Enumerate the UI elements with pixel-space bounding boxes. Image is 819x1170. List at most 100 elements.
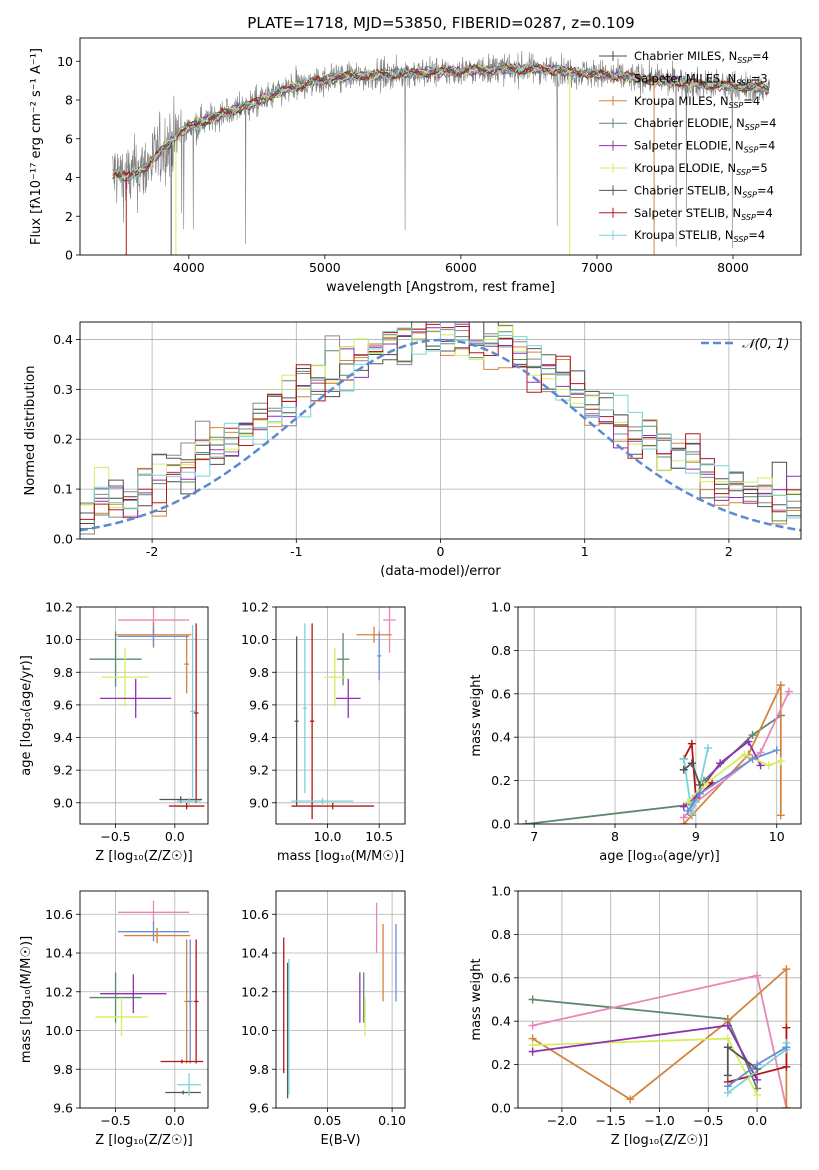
errorbar-point	[101, 647, 149, 707]
x-tick-label: 0.0	[165, 829, 185, 844]
y-tick-label: 0.3	[53, 382, 73, 397]
residuals-legend: 𝒩(0, 1)	[701, 337, 789, 352]
y-tick-label: 9.0	[53, 795, 73, 810]
y-tick-label: 1.0	[491, 884, 511, 899]
weight-marker	[528, 1047, 537, 1056]
x-tick-label: 8000	[717, 260, 749, 275]
axes-frame	[79, 606, 209, 825]
legend-entry: Kroupa STELIB, NSSP=4	[634, 228, 765, 244]
y-tick-label: 0.4	[53, 332, 73, 347]
y-tick-label: 1.0	[491, 600, 511, 615]
x-tick-label: 5000	[309, 260, 341, 275]
axes-frame	[275, 606, 406, 825]
weight-marker	[679, 813, 688, 822]
legend-entry: Chabrier ELODIE, NSSP=4	[634, 116, 776, 132]
weight-marker	[626, 1095, 635, 1104]
y-tick-label: 9.6	[53, 1101, 73, 1116]
weight-series-line	[683, 691, 790, 819]
model-series-line	[112, 63, 770, 177]
age_vs_Z-plot-area	[89, 607, 205, 810]
y-tick-label: 0.4	[491, 1014, 511, 1029]
errorbar-point	[100, 974, 167, 1014]
y-tick-label: 10.0	[45, 632, 73, 647]
y-tick-label: 0.6	[491, 970, 511, 985]
weight-marker	[776, 681, 785, 690]
legend-entry: Chabrier MILES, NSSP=4	[634, 49, 769, 65]
x-axis-label: (data-model)/error	[380, 564, 501, 579]
x-tick-label: 2	[725, 544, 733, 559]
y-tick-label: 0.1	[53, 482, 73, 497]
legend-entry: Kroupa ELODIE, NSSP=5	[634, 161, 768, 177]
errorbar-point	[377, 631, 382, 681]
y-tick-label: 8	[65, 93, 73, 108]
weight-marker	[776, 757, 785, 766]
y-tick-label: 10.2	[241, 984, 269, 999]
errorbar-point	[291, 797, 354, 805]
y-axis-label: age [log₁₀(age/yr)]	[19, 655, 34, 776]
weight-marker	[683, 806, 692, 815]
axes-frame	[79, 37, 802, 256]
y-tick-label: 10.2	[45, 984, 73, 999]
axes-frame	[79, 890, 209, 1109]
x-tick-label: -2	[146, 544, 158, 559]
errorbar-point	[160, 1059, 204, 1064]
axes-frame	[275, 890, 406, 1109]
errorbar-point	[294, 636, 299, 807]
weight-series-line	[532, 1024, 758, 1081]
weight-marker	[782, 1043, 791, 1052]
weight-marker	[776, 811, 785, 820]
errorbar-point	[193, 623, 199, 803]
y-tick-label: 9.6	[249, 1101, 269, 1116]
errorbar-point	[177, 1073, 201, 1097]
weight-marker	[740, 750, 749, 759]
y-tick-label: 10.0	[241, 1023, 269, 1038]
weight-marker	[748, 731, 757, 740]
x-tick-label: 0	[437, 544, 445, 559]
x-tick-label: 7	[530, 829, 538, 844]
weight-marker	[723, 1021, 732, 1030]
weight-marker	[764, 761, 773, 770]
weight-marker	[679, 802, 688, 811]
x-tick-label: −0.5	[693, 1113, 723, 1128]
weight_vs_Z-axes: −2.0 −1.5 −1.0 −0.5 0.0 0.0 0.2 0.4 0.6 0.8 1.0 Z […	[469, 884, 802, 1148]
weight-series-line	[687, 749, 778, 812]
weight-series-line	[525, 714, 782, 824]
residuals-axes: -2 -1 0 1 2 0.0 0.1 0.2 0.3 0.4 (data-model)/error…	[23, 321, 802, 579]
weight-marker	[716, 759, 725, 768]
errorbar-point	[184, 634, 190, 694]
weight-marker	[528, 995, 537, 1004]
y-tick-label: 9.4	[249, 730, 269, 745]
y-tick-label: 10	[57, 54, 73, 69]
x-tick-label: 0.0	[165, 1113, 185, 1128]
y-axis-label: Normed distribution	[23, 366, 38, 496]
residuals-plot-area	[80, 322, 801, 535]
x-tick-label: 0.05	[314, 1113, 342, 1128]
errorbar-point	[117, 900, 190, 924]
y-tick-label: 6	[65, 131, 73, 146]
x-tick-label: 6000	[445, 260, 477, 275]
weight-marker	[753, 971, 762, 980]
y-tick-label: 0.4	[491, 730, 511, 745]
errorbar-point	[123, 927, 191, 944]
weight-marker	[784, 687, 793, 696]
y-tick-label: 0.2	[53, 432, 73, 447]
y-tick-label: 9.2	[53, 763, 73, 778]
x-tick-label: −1.0	[644, 1113, 674, 1128]
errorbar-point	[291, 802, 375, 810]
histogram-series	[80, 322, 801, 519]
model-series-line	[112, 61, 769, 181]
y-axis-label: mass weight	[469, 958, 484, 1040]
y-tick-label: 0.0	[491, 817, 511, 832]
y-tick-label: 0	[65, 248, 73, 263]
weight-marker	[528, 1021, 537, 1030]
weight-marker	[679, 765, 688, 774]
weight-marker	[744, 737, 753, 746]
y-tick-label: 10.6	[45, 907, 73, 922]
weight_vs_age-axes: 7 8 9 10 0.0 0.2 0.4 0.6 0.8 1.0 age [log₁₀(age/yr…	[469, 600, 802, 864]
errorbar-point	[383, 607, 396, 653]
mass_vs_ebv-axes: 0.05 0.10 9.6 9.8 10.0 10.2 10.4 10.6 E(B-V)	[241, 890, 406, 1148]
y-tick-label: 0.6	[491, 686, 511, 701]
y-tick-label: 9.2	[249, 763, 269, 778]
y-tick-label: 9.6	[249, 697, 269, 712]
